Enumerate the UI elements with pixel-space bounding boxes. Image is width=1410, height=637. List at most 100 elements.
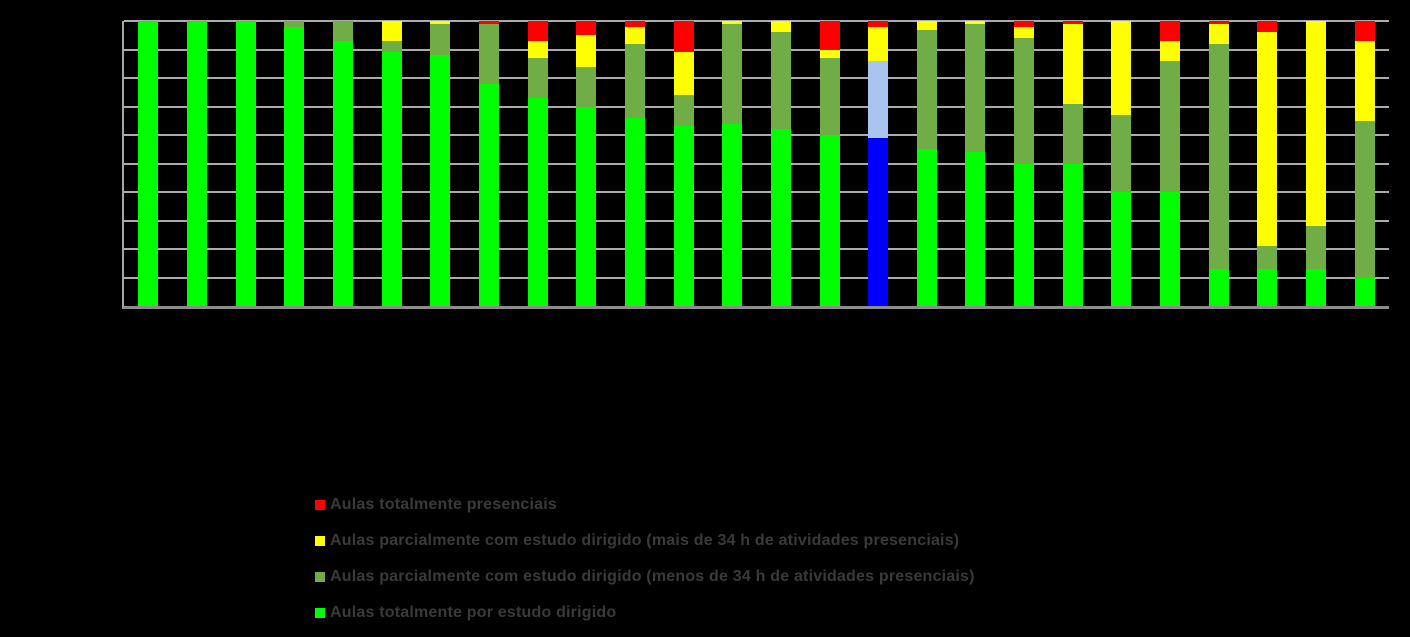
stacked-bar-12 [673, 21, 694, 306]
segment-yellow [381, 21, 402, 41]
segment-olive [1014, 38, 1035, 164]
segment-olive [1257, 246, 1278, 269]
stacked-bar-9 [527, 21, 548, 306]
segment-yellow [673, 52, 694, 96]
bar-slot-9 [513, 21, 562, 306]
segment-green [478, 83, 499, 306]
segment-yellow [868, 26, 889, 61]
segment-olive [624, 43, 645, 118]
stacked-bar-2 [186, 21, 207, 306]
segment-green [916, 149, 937, 306]
legend-label: Aulas parcialmente com estudo dirigido (… [330, 568, 975, 585]
segment-green [1208, 268, 1229, 306]
stacked-bar-16 [868, 21, 889, 306]
stacked-bar-5 [332, 21, 353, 306]
segment-yellow [1354, 40, 1375, 121]
bar-slot-20 [1048, 21, 1097, 306]
stacked-bar-13 [722, 21, 743, 306]
stacked-bar-22 [1160, 21, 1181, 306]
segment-yellow [1014, 26, 1035, 39]
segment-red [1208, 21, 1229, 24]
bar-slot-19 [1000, 21, 1049, 306]
segment-red [1062, 21, 1083, 24]
legend: Aulas totalmente presenciais Aulas parci… [315, 487, 975, 631]
segment-red [819, 21, 840, 50]
legend-swatch-olive [315, 572, 325, 582]
segment-green [527, 97, 548, 306]
gridline-30 [124, 219, 1389, 222]
stacked-bar-11 [624, 21, 645, 306]
segment-olive [673, 95, 694, 127]
segment-yellow [1208, 23, 1229, 44]
stacked-bar-20 [1062, 21, 1083, 306]
segment-olive [1062, 103, 1083, 164]
segment-yellow [722, 21, 743, 24]
segment-yellow [819, 49, 840, 59]
bar-slot-26 [1340, 21, 1389, 306]
bar-slot-25 [1292, 21, 1341, 306]
stacked-bar-7 [430, 21, 451, 306]
stacked-bar-25 [1306, 21, 1327, 306]
bar-series [124, 21, 1389, 306]
segment-green [284, 26, 305, 306]
legend-item: Aulas totalmente por estudo dirigido [315, 595, 975, 631]
segment-olive [332, 21, 353, 41]
segment-red [1014, 21, 1035, 27]
gridline-20 [124, 248, 1389, 250]
bar-slot-13 [708, 21, 757, 306]
gridline-90 [124, 48, 1389, 51]
segment-green [1257, 268, 1278, 306]
segment-yellow [770, 21, 791, 33]
segment-green [1111, 192, 1132, 306]
legend-label: Aulas parcialmente com estudo dirigido (… [330, 532, 960, 549]
stacked-bar-14 [770, 21, 791, 306]
segment-red [1160, 21, 1181, 41]
segment-yellow [916, 21, 937, 30]
segment-olive [527, 58, 548, 98]
gridline-80 [124, 77, 1389, 79]
bar-slot-3 [221, 21, 270, 306]
segment-green [381, 52, 402, 306]
segment-olive [1160, 60, 1181, 192]
segment-green [673, 126, 694, 306]
bar-slot-18 [951, 21, 1000, 306]
segment-olive [430, 23, 451, 56]
bar-slot-8 [465, 21, 514, 306]
segment-olive [965, 23, 986, 153]
segment-green [965, 152, 986, 306]
bar-slot-5 [319, 21, 368, 306]
segment-green [1306, 268, 1327, 306]
segment-yellow [576, 35, 597, 67]
stacked-bar-26 [1354, 21, 1375, 306]
segment-green [1062, 163, 1083, 306]
stacked-bar-6 [381, 21, 402, 306]
segment-olive [1354, 120, 1375, 278]
segment-yellow [1111, 21, 1132, 116]
stacked-bar-19 [1014, 21, 1035, 306]
stacked-bar-1 [138, 21, 159, 306]
segment-red [673, 21, 694, 53]
gridline-60 [124, 134, 1389, 136]
segment-blue [868, 137, 889, 306]
segment-green [576, 106, 597, 306]
bar-slot-2 [173, 21, 222, 306]
stacked-bar-24 [1257, 21, 1278, 306]
stacked-bar-21 [1111, 21, 1132, 306]
segment-olive [576, 66, 597, 107]
segment-yellow [1062, 23, 1083, 104]
gridline-70 [124, 105, 1389, 108]
segment-red [868, 21, 889, 27]
bar-slot-10 [562, 21, 611, 306]
segment-green [1014, 163, 1035, 306]
gridline-50 [124, 162, 1389, 165]
segment-olive [1111, 115, 1132, 192]
segment-yellow [1160, 40, 1181, 61]
segment-olive [1306, 226, 1327, 269]
segment-yellow [430, 21, 451, 24]
segment-olive [722, 23, 743, 124]
bar-slot-21 [1097, 21, 1146, 306]
segment-lightblue [868, 60, 889, 138]
legend-swatch-green [315, 608, 325, 618]
segment-red [1354, 21, 1375, 41]
segment-green [430, 55, 451, 306]
